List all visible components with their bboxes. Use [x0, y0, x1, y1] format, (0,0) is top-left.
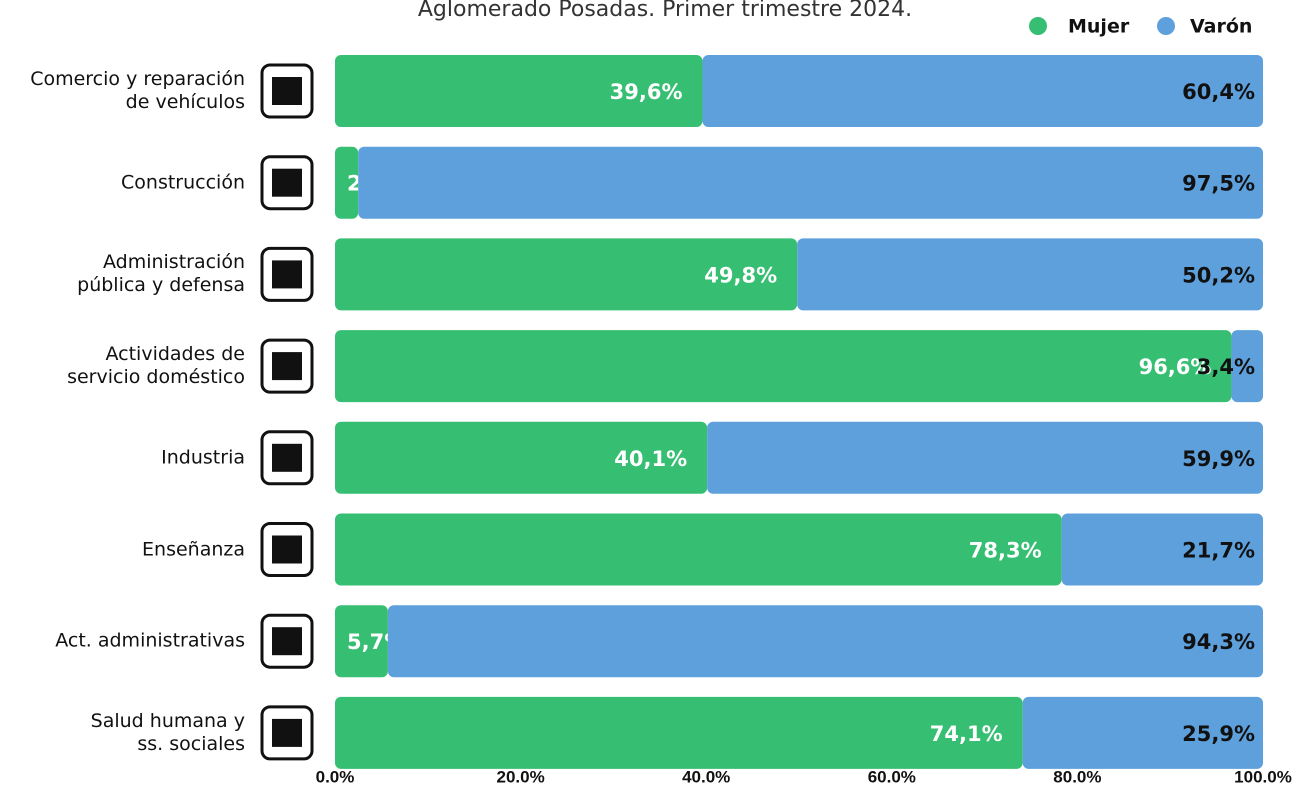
- bar: [1022, 696, 1263, 769]
- bar: [797, 238, 1263, 311]
- data-label: 59,9%: [1182, 447, 1255, 471]
- legend-swatch: [1029, 17, 1047, 35]
- y-tick-label: Enseñanza: [142, 538, 245, 560]
- icon: [272, 627, 302, 656]
- x-tick-label: 80.0%: [1053, 767, 1101, 786]
- bar: [335, 238, 798, 311]
- bar: [387, 605, 1263, 678]
- bar: [1061, 513, 1263, 586]
- icon: [272, 77, 302, 105]
- legend-label: Mujer: [1068, 16, 1130, 38]
- bar: [707, 421, 1263, 494]
- y-tick-label: Construcción: [121, 171, 245, 194]
- x-tick-label: 40.0%: [682, 767, 730, 786]
- data-label: 78,3%: [969, 539, 1042, 563]
- icon: [260, 430, 314, 486]
- bar: [335, 330, 1232, 403]
- legend-label: Varón: [1190, 16, 1252, 38]
- data-label: 21,7%: [1182, 539, 1255, 563]
- icon: [272, 443, 302, 472]
- x-tick-label: 60.0%: [868, 767, 916, 786]
- bar: [335, 421, 708, 494]
- bar: [702, 55, 1263, 127]
- bar: [335, 146, 359, 219]
- icon: [272, 168, 302, 197]
- icon: [272, 535, 302, 564]
- data-label: 25,9%: [1182, 722, 1255, 746]
- bar: [335, 605, 388, 678]
- y-tick-label: Industria: [161, 446, 245, 469]
- icon: [272, 260, 302, 289]
- icon: [260, 63, 314, 119]
- data-label: 40,1%: [614, 447, 687, 471]
- data-label: 50,2%: [1182, 263, 1255, 287]
- x-tick-label: 0.0%: [316, 767, 355, 786]
- y-tick-label: Actividades de servicio doméstico: [67, 343, 245, 389]
- icon: [260, 705, 314, 761]
- y-tick-label: Salud humana y ss. sociales: [90, 709, 245, 755]
- y-tick-label: Act. administrativas: [55, 629, 245, 652]
- legend-swatch: [1157, 17, 1175, 35]
- data-label: 49,8%: [704, 263, 777, 287]
- bar: [335, 55, 703, 127]
- icon: [260, 522, 314, 577]
- data-label: 96,6%: [1139, 355, 1212, 379]
- data-label: 74,1%: [930, 722, 1003, 746]
- x-tick-label: 100.0%: [1234, 767, 1292, 786]
- data-label: 60,4%: [1182, 80, 1255, 104]
- x-tick-label: 20.0%: [496, 767, 544, 786]
- icon: [272, 352, 302, 381]
- bar: [1231, 330, 1263, 403]
- y-tick-label: Administración pública y defensa: [77, 251, 245, 297]
- bar: [335, 696, 1023, 769]
- data-label: 94,3%: [1182, 630, 1255, 654]
- icon: [260, 338, 314, 394]
- bar: [335, 513, 1062, 586]
- icon: [260, 613, 314, 669]
- icon: [260, 155, 314, 211]
- data-label: 39,6%: [610, 80, 683, 104]
- data-label: 3,4%: [1197, 355, 1255, 379]
- icon: [272, 718, 302, 747]
- bar: [358, 146, 1263, 219]
- y-tick-label: Comercio y reparación de vehículos: [30, 68, 245, 113]
- icon: [260, 246, 314, 302]
- data-label: 97,5%: [1182, 172, 1255, 196]
- chart-title: Aglomerado Posadas. Primer trimestre 202…: [418, 0, 912, 22]
